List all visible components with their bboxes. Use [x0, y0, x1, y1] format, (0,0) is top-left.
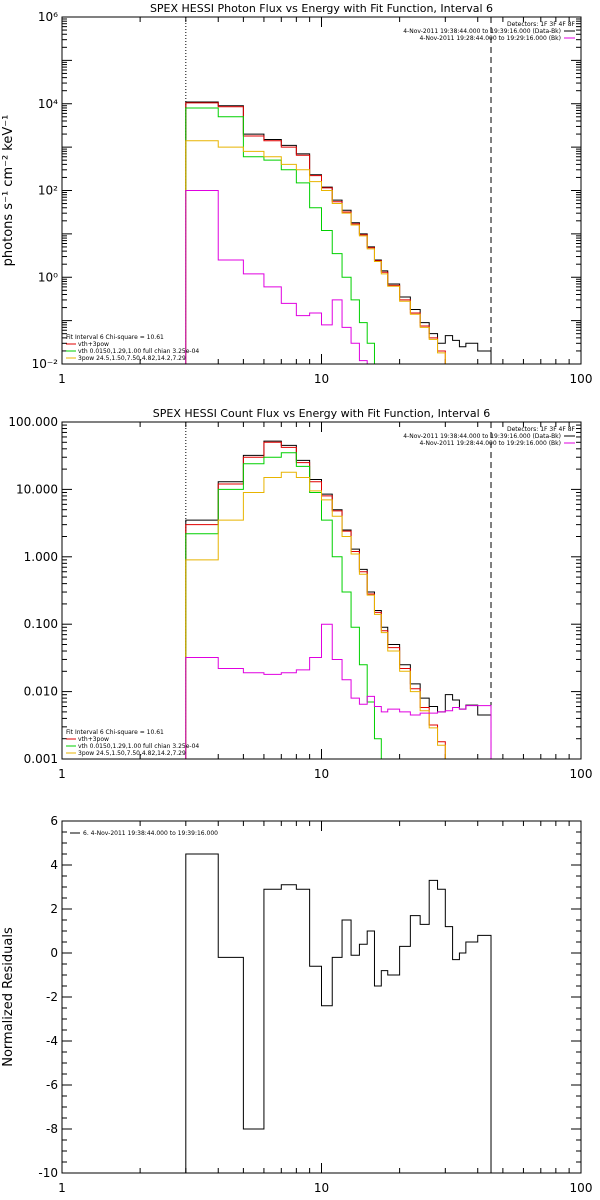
legend-text: vth+3pow: [78, 341, 109, 348]
y-tick-label: -6: [46, 1078, 58, 1092]
plot-frame: [61, 16, 582, 365]
y-tick-label: -10: [38, 1166, 58, 1180]
legend-text: Detectors: 1F 3F 4F 8F: [507, 21, 576, 28]
y-axis-label: photons s⁻¹ cm⁻² keV⁻¹: [1, 115, 16, 267]
count-flux-chart: SPEX HESSI Count Flux vs Energy with Fit…: [8, 407, 592, 781]
legend-text: 4-Nov-2011 19:28:44.000 to 19:29:16.000 …: [419, 440, 561, 447]
y-tick-label: 6: [50, 814, 58, 828]
y-tick-label: 0: [50, 946, 58, 960]
y-tick-label: 10⁴: [38, 97, 58, 111]
plot-frame: [61, 421, 582, 760]
y-tick-label: 100.000: [8, 415, 58, 429]
x-tick-label: 10: [314, 372, 329, 386]
chart-title: SPEX HESSI Photon Flux vs Energy with Fi…: [150, 2, 493, 15]
legend-text: vth+3pow: [78, 736, 109, 743]
y-tick-label: 2: [50, 902, 58, 916]
x-tick-label: 100: [570, 767, 593, 781]
legend-text: 4-Nov-2011 19:38:44.000 to 19:39:16.000 …: [403, 28, 561, 35]
legend-text: Detectors: 1F 3F 4F 8F: [507, 426, 576, 433]
y-tick-label: 4: [50, 858, 58, 872]
chart-title: SPEX HESSI Count Flux vs Energy with Fit…: [153, 407, 490, 420]
x-tick-label: 1: [58, 767, 66, 781]
y-tick-label: 10²: [38, 184, 58, 198]
y-tick-label: 0.001: [24, 752, 58, 766]
y-tick-label: -4: [46, 1034, 58, 1048]
series-line: [185, 440, 492, 759]
series-line: [185, 140, 446, 364]
series-line: [185, 441, 454, 759]
residuals-chart: Normalized Residuals 1 10 100 -10 -8 -6 -4 -2 0 2 4…: [1, 814, 592, 1195]
y-axis-label: Normalized Residuals: [1, 927, 16, 1067]
y-tick-label: 0.100: [24, 617, 58, 631]
y-tick-label: 10⁻²: [32, 357, 59, 371]
series-line: [185, 471, 446, 759]
y-tick-label: 10⁶: [38, 10, 58, 24]
legend-text: 3pow 24.5,1.50,7.50,4.82,14.2,7.29: [78, 750, 186, 757]
legend-text: vth 0.0150,1.29,1.00 full chian 3.25e-04: [78, 743, 199, 750]
legend-text: 6. 4-Nov-2011 19:38:44.000 to 19:39:16.0…: [83, 830, 218, 837]
legend-text: 4-Nov-2011 19:28:44.000 to 19:29:16.000 …: [419, 35, 561, 42]
series-line: [185, 853, 492, 1173]
x-tick-label: 100: [570, 372, 593, 386]
y-tick-label: 0.010: [24, 685, 58, 699]
x-tick-label: 1: [58, 372, 66, 386]
series-line: [185, 107, 375, 364]
y-tick-label: 10⁰: [38, 270, 58, 284]
legend-text: 4-Nov-2011 19:38:44.000 to 19:39:16.000 …: [403, 433, 561, 440]
series-line: [185, 190, 368, 364]
series-line: [185, 452, 382, 759]
series-line: [185, 623, 492, 759]
series-line: [185, 101, 492, 364]
y-tick-label: -2: [46, 990, 58, 1004]
legend-text: 3pow 24.5,1.50,7.50,4.82,14.2,7.29: [78, 355, 186, 362]
legend-text: Fit Interval 6 Chi-square = 10.61: [66, 729, 164, 736]
x-tick-label: 10: [314, 767, 329, 781]
x-tick-label: 10: [314, 1181, 329, 1195]
plot-frame: [61, 820, 582, 1174]
y-tick-label: 1.000: [24, 550, 58, 564]
legend-text: vth 0.0150,1.29,1.00 full chian 3.25e-04: [78, 348, 199, 355]
y-tick-label: -8: [46, 1122, 58, 1136]
legend-text: Fit Interval 6 Chi-square = 10.61: [66, 334, 164, 341]
x-tick-label: 1: [58, 1181, 66, 1195]
y-tick-label: 10.000: [16, 482, 58, 496]
photon-flux-chart: SPEX HESSI Photon Flux vs Energy with Fi…: [1, 2, 592, 386]
x-tick-label: 100: [570, 1181, 593, 1195]
